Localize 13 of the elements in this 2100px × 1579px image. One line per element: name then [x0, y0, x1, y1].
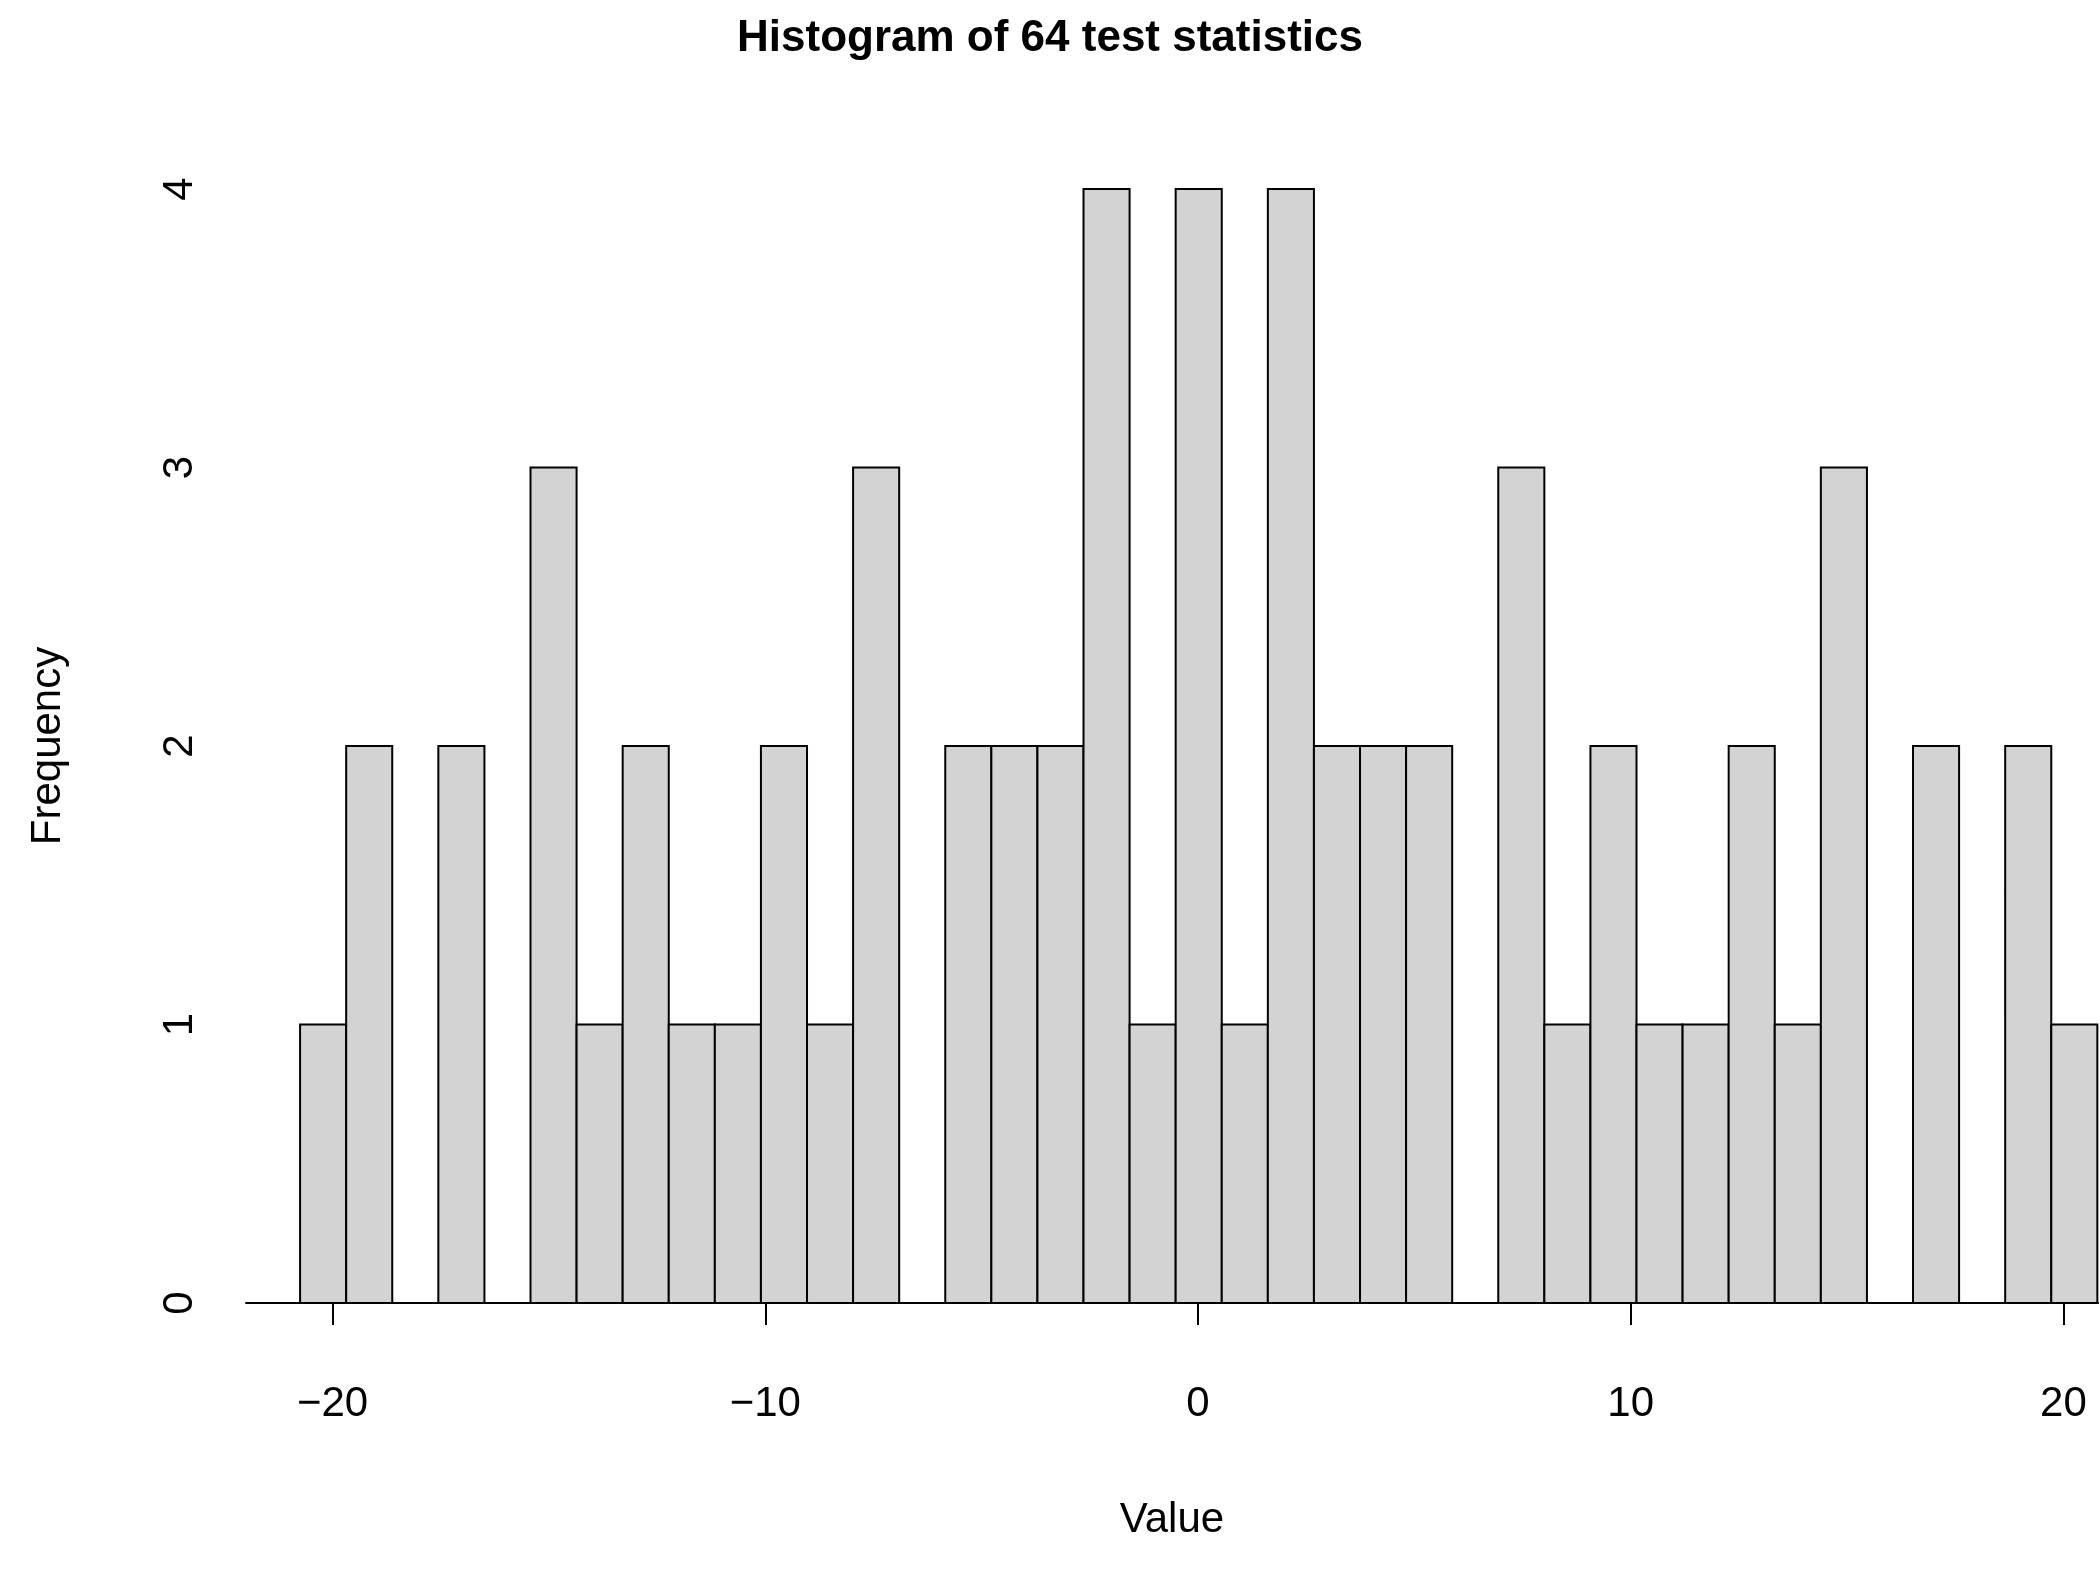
x-tick-label: 10 — [1607, 1377, 1655, 1425]
y-tick-label: 0 — [153, 1291, 201, 1315]
x-tick-label: −10 — [729, 1377, 801, 1425]
y-axis-title: Frequency — [21, 646, 69, 846]
y-tick-label: 2 — [153, 734, 201, 758]
x-axis-title: Value — [1119, 1493, 1225, 1541]
x-tick-label: 20 — [2040, 1377, 2087, 1425]
y-tick-label: 4 — [153, 177, 201, 201]
x-tick-label: 0 — [1186, 1377, 1210, 1425]
y-tick-label: 1 — [153, 1012, 201, 1037]
chart-title: Histogram of 64 test statistics — [737, 10, 1363, 60]
y-tick-label: 3 — [153, 455, 201, 480]
x-tick-label: −20 — [296, 1377, 369, 1425]
